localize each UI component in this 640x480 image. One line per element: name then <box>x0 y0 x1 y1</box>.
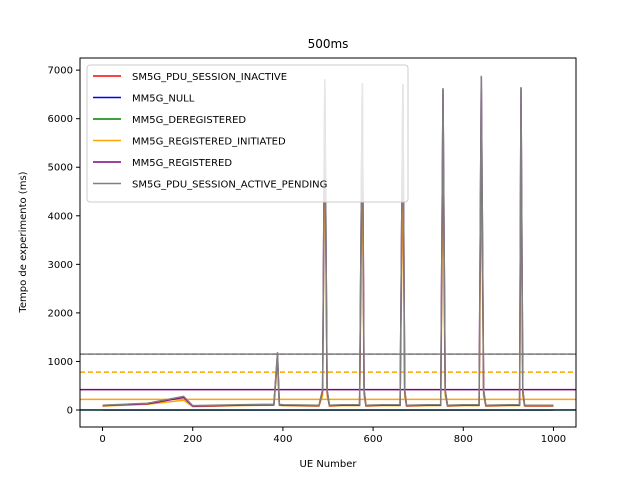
x-tick-label: 800 <box>454 434 473 445</box>
x-tick-label: 600 <box>364 434 383 445</box>
legend-label-0: SM5G_PDU_SESSION_INACTIVE <box>132 72 287 83</box>
x-axis-label: UE Number <box>300 459 358 470</box>
x-tick-label: 1000 <box>541 434 566 445</box>
legend: SM5G_PDU_SESSION_INACTIVE MM5G_NULL MM5G_D… <box>86 64 409 203</box>
y-tick-label: 4000 <box>48 211 73 222</box>
axes-frame <box>79 57 577 428</box>
legend-label-1: MM5G_NULL <box>132 94 195 105</box>
legend-label-3: MM5G_REGISTERED_INITIATED <box>132 137 286 148</box>
legend-box <box>86 64 409 203</box>
y-tick-label: 7000 <box>48 66 73 77</box>
legend-label-4: MM5G_REGISTERED <box>132 158 232 169</box>
series-line-5 <box>102 75 554 407</box>
chart-title: 500ms <box>308 37 349 51</box>
y-axis-label: Tempo de experimento (ms) <box>18 171 29 313</box>
y-tick-label: 3000 <box>48 260 73 271</box>
x-tick-label: 200 <box>183 434 202 445</box>
x-tick-label: 400 <box>273 434 292 445</box>
y-tick-label: 0 <box>67 406 73 417</box>
y-tick-label: 1000 <box>48 357 73 368</box>
legend-label-5: SM5G_PDU_SESSION_ACTIVE_PENDING <box>132 180 327 191</box>
legend-label-2: MM5G_DEREGISTERED <box>132 115 246 126</box>
y-tick-label: 6000 <box>48 114 73 125</box>
plot-area: 0 200 400 600 800 1000 0 1000 2000 3000 4000 5000 60… <box>48 57 577 445</box>
y-tick-label: 2000 <box>48 308 73 319</box>
y-tick-label: 5000 <box>48 163 73 174</box>
x-tick-label: 0 <box>99 434 105 445</box>
